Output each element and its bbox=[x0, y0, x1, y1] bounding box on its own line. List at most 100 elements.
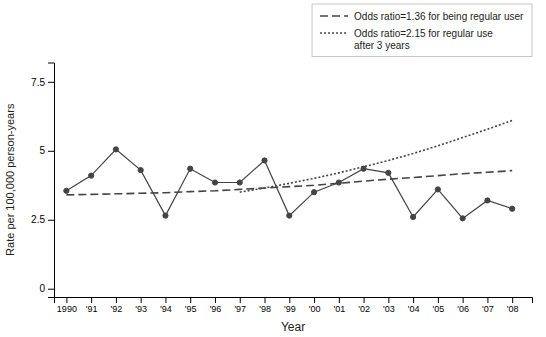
series-point bbox=[188, 166, 193, 171]
x-tick-label: '92 bbox=[111, 304, 123, 314]
x-tick-label: '98 bbox=[259, 304, 271, 314]
x-tick-mark bbox=[487, 297, 488, 303]
x-tick-label: '95 bbox=[185, 304, 197, 314]
series-point bbox=[311, 190, 316, 195]
legend: Odds ratio=1.36 for being regular user Od… bbox=[312, 4, 532, 57]
legend-label-line: after 3 years bbox=[354, 40, 410, 51]
x-tick-mark bbox=[240, 297, 241, 303]
legend-label: Odds ratio=1.36 for being regular user bbox=[354, 11, 524, 22]
y-tick: 7.5 bbox=[31, 77, 54, 88]
series-point bbox=[262, 158, 267, 163]
x-tick-label: 1990 bbox=[57, 304, 77, 314]
x-axis-title: Year bbox=[281, 320, 305, 334]
x-tick: '97 bbox=[234, 297, 246, 314]
x-tick-label: '97 bbox=[234, 304, 246, 314]
x-tick-label: '04 bbox=[408, 304, 420, 314]
series-point bbox=[411, 214, 416, 219]
x-tick-label: '99 bbox=[284, 304, 296, 314]
y-tick: 5 bbox=[39, 145, 54, 156]
x-tick-label: '03 bbox=[383, 304, 395, 314]
x-tick-label: '94 bbox=[160, 304, 172, 314]
y-tick: 2.5 bbox=[31, 214, 54, 225]
series-point bbox=[510, 206, 515, 211]
series-point bbox=[237, 180, 242, 185]
series-point bbox=[386, 170, 391, 175]
y-tick-mark bbox=[48, 151, 54, 152]
x-tick-mark bbox=[165, 297, 166, 303]
legend-label: Odds ratio=2.15 for regular useafter 3 y… bbox=[354, 28, 493, 51]
series-point bbox=[287, 213, 292, 218]
x-axis-line bbox=[55, 298, 533, 304]
x-tick-mark bbox=[116, 297, 117, 303]
series-point bbox=[64, 188, 69, 193]
series-point bbox=[212, 180, 217, 185]
x-tick-label: '06 bbox=[457, 304, 469, 314]
plot: 1990'91'92'93'94'95'96'97'98'99'00'01'02… bbox=[31, 63, 532, 314]
x-tick-mark bbox=[66, 297, 67, 303]
x-tick-mark bbox=[141, 297, 142, 303]
x-tick-mark bbox=[289, 297, 290, 303]
series-line bbox=[66, 149, 512, 218]
y-axis: 0 2.5 5 7.5 bbox=[31, 63, 54, 298]
x-tick: '08 bbox=[507, 297, 519, 314]
series-point bbox=[113, 147, 118, 152]
series-point bbox=[138, 167, 143, 172]
legend-swatch bbox=[320, 32, 348, 34]
series-point bbox=[460, 216, 465, 221]
x-tick: '93 bbox=[135, 297, 147, 314]
y-tick-label: 7.5 bbox=[31, 77, 45, 88]
x-tick-label: '91 bbox=[86, 304, 98, 314]
chart: Odds ratio=1.36 for being regular user Od… bbox=[0, 0, 546, 337]
series-point bbox=[485, 198, 490, 203]
legend-frame bbox=[312, 4, 532, 57]
series-point bbox=[163, 213, 168, 218]
x-tick: '03 bbox=[383, 297, 395, 314]
x-tick: '98 bbox=[259, 297, 271, 314]
y-tick: 0 bbox=[39, 283, 54, 294]
x-tick-mark bbox=[91, 297, 92, 303]
series-point bbox=[435, 187, 440, 192]
x-tick: '91 bbox=[86, 297, 98, 314]
y-tick-mark bbox=[48, 82, 54, 83]
x-tick-mark bbox=[314, 297, 315, 303]
legend-item: Odds ratio=2.15 for regular useafter 3 y… bbox=[320, 28, 493, 51]
x-tick: 1990 bbox=[57, 297, 77, 314]
legend-label-line: Odds ratio=1.36 for being regular user bbox=[354, 11, 524, 22]
y-tick-mark bbox=[48, 289, 54, 290]
x-tick-label: '07 bbox=[482, 304, 494, 314]
y-axis-line bbox=[48, 63, 55, 298]
legend-label-line: Odds ratio=2.15 for regular use bbox=[354, 28, 493, 39]
x-tick: '02 bbox=[358, 297, 370, 314]
x-tick: '94 bbox=[160, 297, 172, 314]
x-tick: '06 bbox=[457, 297, 469, 314]
x-tick: '96 bbox=[210, 297, 222, 314]
x-tick-label: '01 bbox=[333, 304, 345, 314]
x-tick-mark bbox=[265, 297, 266, 303]
x-tick: '01 bbox=[333, 297, 345, 314]
x-tick-mark bbox=[463, 297, 464, 303]
x-tick: '04 bbox=[408, 297, 420, 314]
x-tick: '92 bbox=[111, 297, 123, 314]
legend-item: Odds ratio=1.36 for being regular user bbox=[320, 11, 524, 22]
x-tick-mark bbox=[512, 297, 513, 303]
marks bbox=[64, 120, 515, 221]
x-tick-mark bbox=[364, 297, 365, 303]
legend-swatch bbox=[320, 15, 348, 17]
x-tick-mark bbox=[339, 297, 340, 303]
y-tick-label: 2.5 bbox=[31, 214, 45, 225]
x-tick: '95 bbox=[185, 297, 197, 314]
x-axis: 1990'91'92'93'94'95'96'97'98'99'00'01'02… bbox=[55, 297, 533, 314]
series-point bbox=[336, 180, 341, 185]
x-tick-mark bbox=[215, 297, 216, 303]
x-tick-label: '96 bbox=[210, 304, 222, 314]
x-tick-label: '93 bbox=[135, 304, 147, 314]
x-tick: '07 bbox=[482, 297, 494, 314]
y-tick-mark bbox=[48, 220, 54, 221]
x-tick-mark bbox=[190, 297, 191, 303]
y-tick-label: 0 bbox=[39, 283, 45, 294]
series-line bbox=[66, 171, 512, 195]
x-tick: '99 bbox=[284, 297, 296, 314]
y-axis-title: Rate per 100,000 person-years bbox=[4, 103, 16, 256]
series-point bbox=[89, 173, 94, 178]
series-line bbox=[240, 120, 512, 192]
